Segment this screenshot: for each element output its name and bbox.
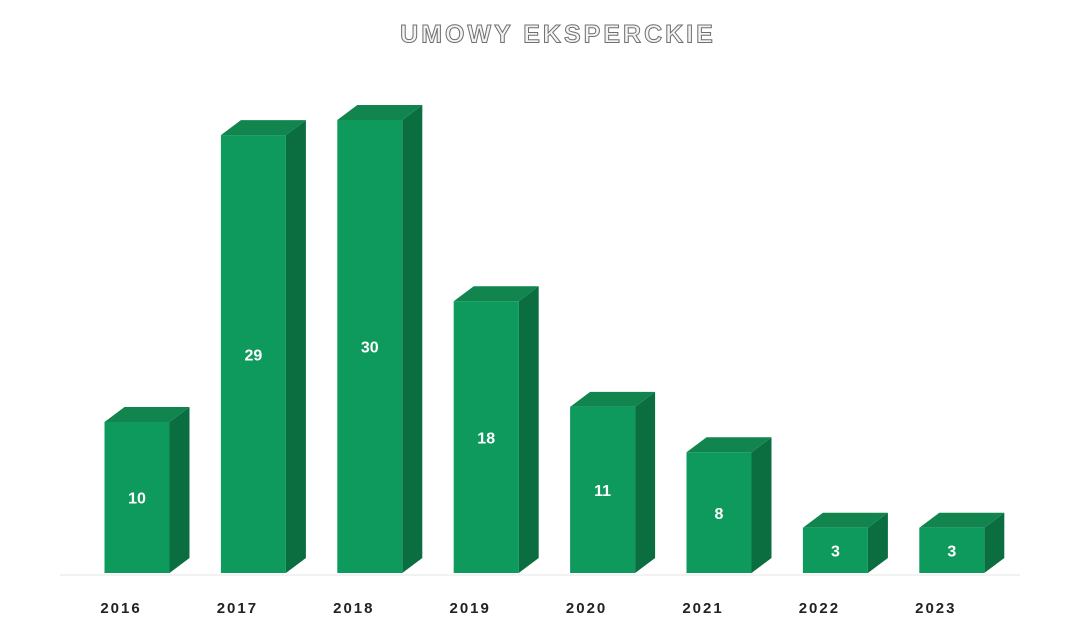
bar [337, 120, 403, 573]
bar-side [518, 286, 539, 573]
bar [220, 135, 286, 573]
bar-side [635, 391, 656, 573]
x-tick-label: 2018 [333, 600, 374, 617]
data-label: 11 [594, 483, 611, 500]
bar-side [984, 512, 1005, 573]
x-tick-label: 2017 [217, 600, 258, 617]
x-tick-label: 2016 [100, 600, 141, 617]
bar-side [751, 437, 772, 573]
x-tick-label: 2022 [799, 600, 840, 617]
bar [919, 527, 985, 573]
bar-top [104, 407, 190, 422]
bar-top [570, 391, 656, 407]
bar-top [453, 286, 539, 302]
chart-title: UMOWY EKSPERCKIE [400, 21, 716, 49]
data-label: 10 [128, 491, 146, 508]
bar-top [802, 512, 888, 528]
bar-side [402, 105, 423, 573]
x-tick-label: 2020 [566, 600, 607, 617]
bar [453, 301, 519, 573]
x-tick-label: 2019 [450, 600, 491, 617]
bar [570, 406, 636, 573]
bar-top [337, 105, 423, 120]
bar-top [686, 437, 772, 453]
data-label: 18 [477, 430, 495, 447]
data-label: 3 [947, 544, 956, 561]
bar-side [169, 407, 190, 573]
bar-top [220, 120, 306, 136]
data-label: 3 [831, 544, 840, 561]
bar [686, 452, 752, 573]
bar [104, 422, 170, 573]
bar [802, 527, 868, 573]
bar-side [285, 120, 306, 573]
data-label: 29 [245, 347, 263, 364]
bar-top [919, 512, 1005, 528]
bar-side [867, 512, 888, 573]
data-label: 30 [361, 340, 379, 357]
x-tick-label: 2023 [915, 600, 956, 617]
data-label: 8 [715, 506, 724, 523]
x-tick-label: 2021 [682, 600, 723, 617]
